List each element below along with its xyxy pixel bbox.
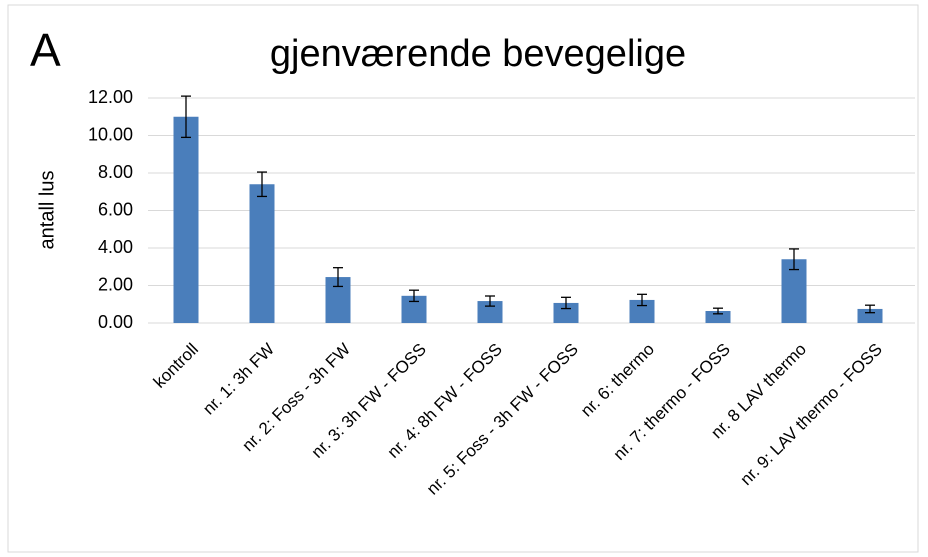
error-bar (257, 171, 267, 198)
y-axis-label: antall lus (36, 171, 58, 250)
error-bar (789, 248, 799, 271)
error-bar (561, 296, 571, 310)
panel-letter: A (30, 24, 61, 76)
bar (857, 308, 883, 323)
error-bar (637, 293, 647, 307)
bar (553, 302, 579, 323)
chart-title: gjenværende bevegelige (270, 33, 686, 75)
bar (173, 116, 199, 323)
bar (629, 299, 655, 323)
bar (705, 311, 731, 323)
error-bar (333, 267, 343, 288)
y-tick-label: 8.00 (98, 162, 133, 182)
bar (477, 301, 503, 323)
chart-frame (7, 4, 919, 553)
y-tick-label: 6.00 (98, 199, 133, 219)
error-bar (409, 289, 419, 303)
y-tick-label: 10.00 (88, 124, 133, 144)
y-tick-label: 12.00 (88, 87, 133, 107)
bar (249, 184, 275, 323)
error-bar (713, 307, 723, 315)
y-tick-label: 2.00 (98, 274, 133, 294)
y-tick-label: 4.00 (98, 237, 133, 257)
y-tick-label: 0.00 (98, 312, 133, 332)
error-bar (865, 304, 875, 314)
error-bar (181, 95, 191, 139)
error-bar (485, 295, 495, 307)
